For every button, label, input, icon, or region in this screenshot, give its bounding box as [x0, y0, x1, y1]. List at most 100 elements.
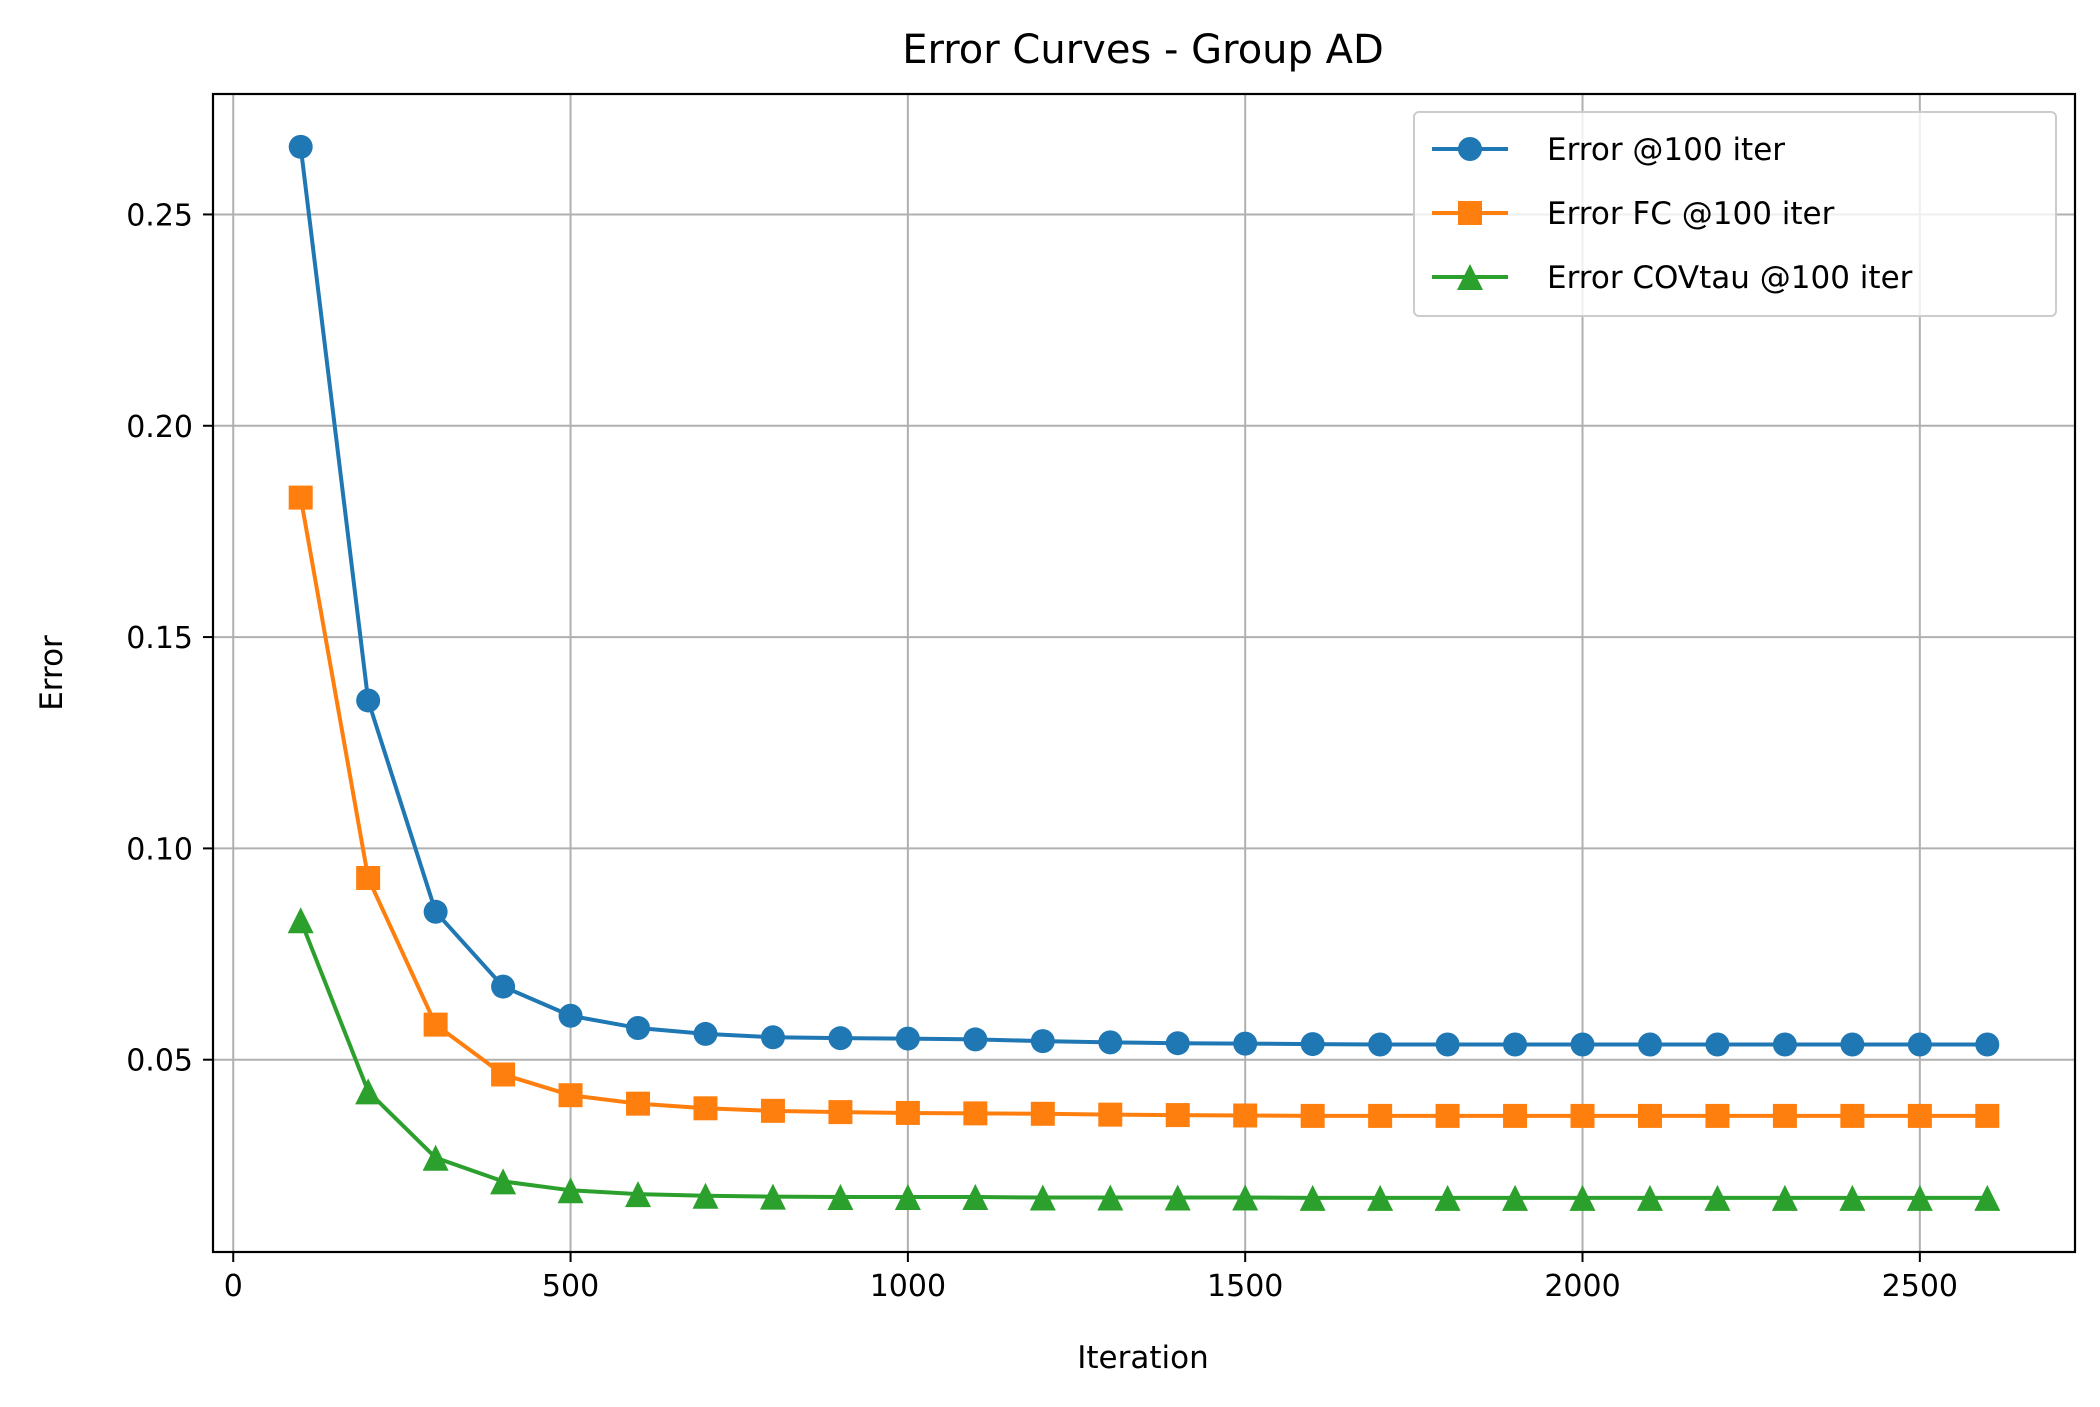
y-axis-ticks: 0.05 0.10 0.15 0.20 0.25 [126, 198, 213, 1079]
error-fc-point [1233, 1103, 1258, 1128]
error-covtau-point [1164, 1184, 1191, 1211]
error-point [1570, 1032, 1595, 1057]
error-fc-point [760, 1098, 785, 1123]
error-fc-point [1165, 1103, 1190, 1128]
error-point [1300, 1032, 1325, 1057]
x-axis-ticks: 0 500 1000 1500 2000 2500 [224, 1252, 1958, 1304]
error-covtau-point [1299, 1184, 1326, 1211]
error-point [1705, 1032, 1730, 1057]
x-tick-label: 1500 [1207, 1269, 1283, 1304]
x-tick-label: 2500 [1882, 1269, 1958, 1304]
error-fc-point [1570, 1103, 1595, 1128]
plot-frame [211, 92, 2077, 1254]
error-covtau-point [759, 1183, 786, 1210]
error-point [1772, 1032, 1797, 1057]
error-covtau-point [894, 1184, 921, 1211]
y-tick-label: 0.15 [126, 621, 193, 656]
legend-error-covtau-marker [1457, 264, 1483, 290]
legend-box [1413, 111, 2057, 317]
error-point [1975, 1032, 2000, 1057]
error-covtau-point [1097, 1184, 1124, 1211]
error-point [1030, 1029, 1055, 1054]
error-covtau-point [1704, 1184, 1731, 1211]
chart-title: Error Curves - Group AD [902, 27, 1384, 73]
series-markers [287, 134, 2001, 1211]
error-fc-point [356, 865, 381, 890]
error-covtau-point [1636, 1184, 1663, 1211]
error-fc-point [1368, 1103, 1393, 1128]
error-fc-point [1907, 1103, 1932, 1128]
error-fc-point [1098, 1102, 1123, 1127]
error-fc-point [558, 1083, 583, 1108]
error-point [1907, 1032, 1932, 1057]
legend-error-marker [1458, 137, 1482, 161]
error-covtau-point [1232, 1184, 1259, 1211]
error-fc-point [491, 1062, 516, 1087]
y-tick-label: 0.25 [126, 198, 193, 233]
error-fc-point [1503, 1103, 1528, 1128]
error-fc-point [1840, 1103, 1865, 1128]
y-tick-label: 0.20 [126, 410, 193, 445]
error-point [693, 1021, 718, 1046]
error-covtau-series-line [298, 919, 1988, 1200]
error-point [1435, 1032, 1460, 1057]
error-point [288, 134, 313, 159]
x-tick-label: 1000 [870, 1269, 946, 1304]
error-covtau-point [1367, 1184, 1394, 1211]
error-fc-point [1300, 1103, 1325, 1128]
y-tick-label: 0.10 [126, 832, 193, 867]
error-covtau-point [490, 1168, 517, 1195]
error-point [356, 688, 381, 713]
error-fc-point [1705, 1103, 1730, 1128]
error-covtau-point [287, 907, 314, 934]
error-covtau-point [557, 1177, 584, 1204]
error-covtau-point [355, 1078, 382, 1105]
y-axis-label: Error [34, 635, 70, 711]
error-covtau-point [692, 1182, 719, 1209]
legend-error-label: Error @100 iter [1547, 132, 1785, 168]
x-tick-label: 2000 [1544, 1269, 1620, 1304]
error-fc-point [1772, 1103, 1797, 1128]
error-point [558, 1003, 583, 1028]
error-markers [288, 134, 2000, 1057]
error-covtau-point [1569, 1184, 1596, 1211]
error-point [626, 1016, 651, 1041]
error-fc-point [895, 1100, 920, 1125]
error-fc-point [288, 485, 313, 510]
error-point [760, 1025, 785, 1050]
error-covtau-point [1974, 1184, 2001, 1211]
error-point [1165, 1031, 1190, 1056]
error-fc-markers [288, 485, 2000, 1128]
legend-error-fc-marker [1458, 201, 1482, 225]
error-point [963, 1027, 988, 1052]
error-fc-point [626, 1091, 651, 1116]
legend-error-fc-label: Error FC @100 iter [1547, 196, 1835, 232]
error-covtau-point [1502, 1184, 1529, 1211]
x-tick-label: 0 [224, 1269, 243, 1304]
error-point [1637, 1032, 1662, 1057]
error-covtau-point [1434, 1184, 1461, 1211]
error-covtau-point [1771, 1184, 1798, 1211]
error-covtau-point [422, 1144, 449, 1171]
error-point [491, 974, 516, 999]
error-covtau-point [1029, 1184, 1056, 1211]
error-fc-point [423, 1012, 448, 1037]
error-point [1368, 1032, 1393, 1057]
x-tick-label: 500 [542, 1269, 599, 1304]
error-fc-point [828, 1100, 853, 1125]
error-covtau-point [827, 1184, 854, 1211]
y-tick-label: 0.05 [126, 1044, 193, 1079]
error-covtau-point [1906, 1184, 1933, 1211]
error-covtau-markers [287, 907, 2001, 1211]
error-point [828, 1026, 853, 1051]
x-axis-label: Iteration [1077, 1340, 1209, 1376]
error-fc-point [1030, 1101, 1055, 1126]
error-point [1233, 1031, 1258, 1056]
error-point [1503, 1032, 1528, 1057]
legend: Error @100 iter Error FC @100 iter Error C… [1413, 111, 2057, 317]
error-fc-point [693, 1096, 718, 1121]
error-fc-point [1435, 1103, 1460, 1128]
error-point [423, 899, 448, 924]
error-covtau-point [962, 1184, 989, 1211]
